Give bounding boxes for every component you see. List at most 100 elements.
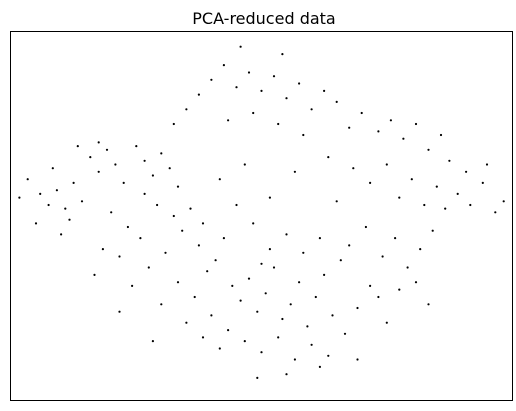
scatter-point [222,64,225,67]
scatter-point [272,266,276,269]
scatter-point [431,229,434,232]
scatter-point [206,270,209,273]
scatter-point [369,181,372,184]
scatter-point [160,303,163,306]
scatter-point [252,222,255,225]
scatter-point [80,200,84,203]
scatter-point [243,340,246,343]
scatter-point [444,207,447,210]
scatter-point [222,237,225,240]
scatter-point [281,53,284,56]
scatter-point [293,170,296,173]
scatter-point [168,167,171,170]
scatter-point [210,78,213,81]
scatter-point [381,255,384,258]
scatter-point [369,284,372,287]
scatter-point [122,181,125,184]
scatter-point [101,248,104,251]
scatter-point [18,196,21,199]
scatter-point [176,185,180,188]
scatter-point [260,351,263,354]
scatter-point [172,214,175,218]
scatter-point [47,203,50,207]
scatter-point [201,336,205,339]
scatter-point [389,119,392,122]
scatter-point [414,122,418,126]
scatter-point [352,167,355,170]
scatter-point [377,295,380,299]
scatter-point [277,122,280,126]
scatter-point [331,314,334,317]
scatter-point [289,303,292,306]
scatter-point [97,170,100,173]
scatter-point [26,178,29,181]
scatter-point [143,192,146,195]
scatter-point [135,145,138,148]
points-layer [18,45,505,379]
scatter-point [285,373,288,376]
scatter-point [114,163,117,166]
scatter-point [55,189,59,192]
scatter-point [465,170,468,173]
scatter-point [364,225,367,229]
scatter-point [235,86,238,89]
scatter-point [302,133,305,137]
scatter-point [151,174,154,177]
scatter-point [268,196,271,199]
scatter-point [494,211,497,214]
scatter-point [360,111,363,115]
scatter-point [323,89,326,92]
scatter-point [385,321,388,324]
scatter-point [160,152,163,155]
scatter-point [385,163,388,166]
scatter-point [51,167,54,170]
scatter-point [156,203,159,207]
scatter-point [293,358,296,361]
scatter-point [281,317,284,321]
scatter-point [318,237,321,240]
scatter-point [76,145,79,148]
scatter-point [147,266,150,269]
scatter-point [193,295,196,299]
scatter-point [89,156,92,159]
scatter-point [394,237,397,240]
scatter-point [218,178,221,181]
scatter-point [231,284,234,287]
scatter-point [60,233,63,236]
scatter-point [181,229,184,232]
scatter-point [218,347,221,350]
scatter-point [439,133,443,137]
scatter-point [377,130,380,133]
scatter-point [285,97,288,100]
scatter-point [356,358,359,361]
scatter-point [310,343,313,346]
scatter-point [310,108,313,111]
scatter-point [277,336,280,339]
scatter-point [164,251,167,254]
scatter-point [323,273,326,276]
scatter-point [335,200,338,203]
scatter-point [97,141,100,144]
chart-title: PCA-reduced data [192,9,335,28]
scatter-point [110,211,113,214]
scatter-point [469,203,472,207]
scatter-point [298,281,301,284]
scatter-point [302,251,305,254]
scatter-point [239,45,242,48]
scatter-point [343,332,347,335]
scatter-point [239,299,242,302]
scatter-point [327,354,330,357]
scatter-point [435,185,438,188]
scatter-point [189,207,192,210]
scatter-point [64,207,67,210]
scatter-point [227,329,230,332]
scatter-point [34,222,38,225]
scatter-point [131,284,134,287]
scatter-point [185,108,188,111]
scatter-point [197,93,200,96]
scatter-point [298,82,301,85]
scatter-point [327,156,330,159]
scatter-point [398,196,401,199]
scatter-point [247,71,251,74]
scatter-point [456,192,459,195]
